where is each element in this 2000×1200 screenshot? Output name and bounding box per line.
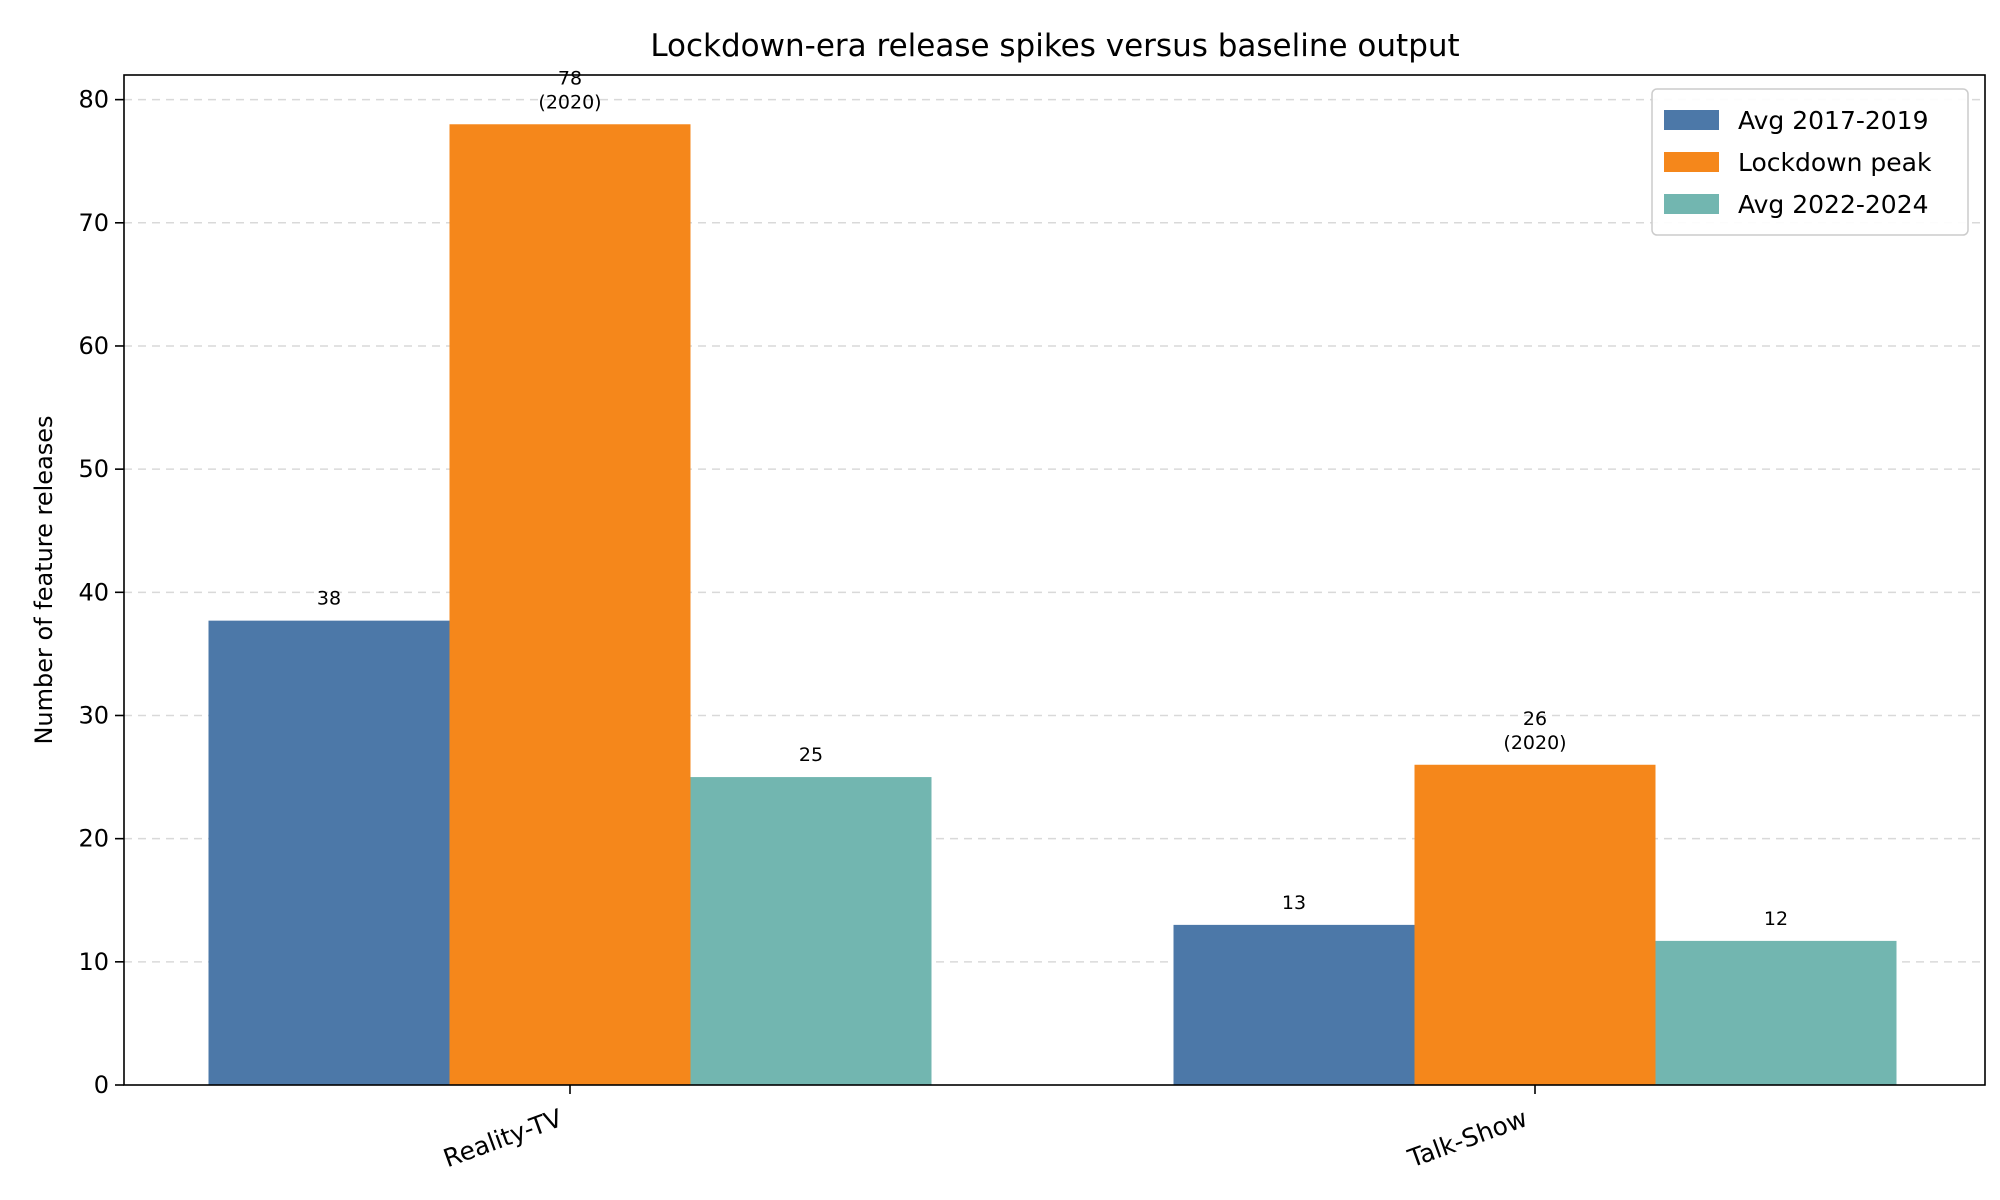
x-axis: Reality-TV Talk-Show (440, 1085, 1536, 1174)
bar (1655, 940, 1897, 1085)
data-sublabel: (2020) (538, 91, 601, 113)
legend-label: Avg 2022-2024 (1738, 190, 1929, 219)
data-sublabel: (2020) (1503, 732, 1566, 754)
y-tick-label: 70 (78, 209, 109, 237)
y-tick-label: 10 (78, 948, 109, 976)
data-label: 25 (799, 744, 823, 766)
chart-title: Lockdown-era release spikes versus basel… (650, 28, 1459, 64)
data-label: 78 (558, 67, 582, 89)
bar (449, 124, 691, 1085)
y-tick-label: 30 (78, 701, 109, 729)
y-tick-label: 0 (94, 1071, 109, 1099)
y-tick-label: 20 (78, 825, 109, 853)
y-tick-label: 40 (78, 578, 109, 606)
bars (208, 124, 1897, 1085)
y-tick-label: 50 (78, 455, 109, 483)
bar (208, 620, 450, 1085)
legend-label: Avg 2017-2019 (1738, 106, 1929, 135)
y-tick-label: 80 (78, 86, 109, 114)
x-tick-label: Reality-TV (440, 1103, 567, 1173)
bar (690, 777, 932, 1085)
data-label: 26 (1523, 708, 1547, 730)
data-label: 12 (1764, 908, 1788, 930)
legend: Avg 2017-2019 Lockdown peak Avg 2022-2024 (1651, 88, 1969, 236)
y-axis-label: Number of feature releases (30, 415, 58, 744)
y-axis: 0 10 20 30 40 50 60 70 80 (78, 86, 124, 1099)
bar (1173, 924, 1415, 1085)
data-label: 38 (317, 588, 341, 610)
legend-swatch (1664, 194, 1719, 214)
legend-swatch (1664, 152, 1719, 172)
y-tick-label: 60 (78, 332, 109, 360)
legend-label: Lockdown peak (1738, 148, 1932, 177)
bar (1414, 764, 1656, 1085)
legend-swatch (1664, 110, 1719, 130)
data-label: 13 (1282, 892, 1306, 914)
plot-frame (123, 74, 1986, 1086)
legend-box (1651, 88, 1969, 236)
x-tick-label: Talk-Show (1403, 1103, 1531, 1173)
